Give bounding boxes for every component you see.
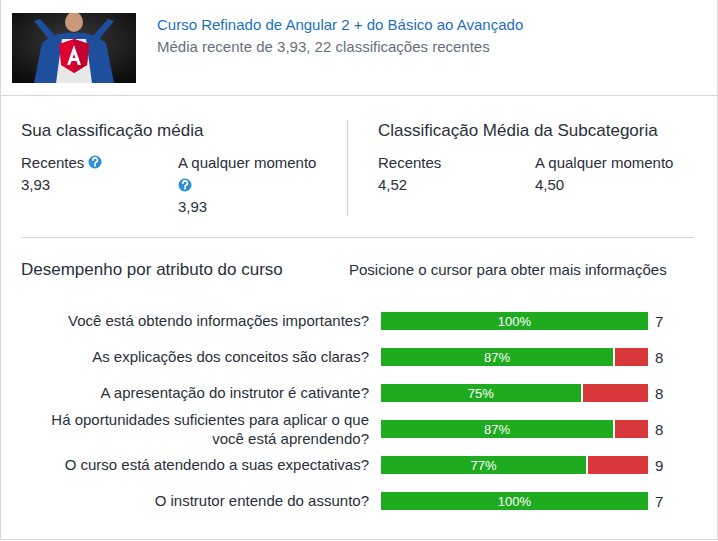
svg-text:87%: 87% bbox=[484, 350, 510, 365]
svg-text:77%: 77% bbox=[471, 458, 497, 473]
html-text:A qualquer momento: A qualquer momento bbox=[535, 154, 674, 171]
svg-text:As explicações dos conceitos s: As explicações dos conceitos são claras? bbox=[92, 348, 369, 365]
svg-text:Há oportunidades suficientes p: Há oportunidades suficientes para aplica… bbox=[51, 411, 369, 448]
html-text:Recentes: Recentes bbox=[378, 154, 442, 171]
svg-text:O curso está atendendo a suas: O curso está atendendo a suas expectativ… bbox=[65, 456, 369, 473]
svg-text:100%: 100% bbox=[498, 314, 532, 329]
html-text:Curso Refinado de Angular 2 +: Curso Refinado de Angular 2 + do Básico … bbox=[157, 16, 524, 33]
html-text:Desempenho por atributo do cur: Desempenho por atributo do curso bbox=[21, 260, 283, 279]
html-text:3,93: 3,93 bbox=[21, 176, 51, 193]
html-text:Posicione o cursor para obter: Posicione o cursor para obter mais infor… bbox=[349, 261, 667, 278]
html-text:3,93: 3,93 bbox=[178, 198, 208, 215]
svg-text:7: 7 bbox=[655, 493, 663, 510]
svg-text:87%: 87% bbox=[484, 422, 510, 437]
svg-text:8: 8 bbox=[655, 349, 663, 366]
svg-text:7: 7 bbox=[655, 313, 663, 330]
svg-text:O instrutor entende do assunto: O instrutor entende do assunto? bbox=[155, 492, 369, 509]
svg-text:100%: 100% bbox=[498, 494, 532, 509]
html-text:Classificação Média da Subcate: Classificação Média da Subcategoria bbox=[378, 121, 658, 140]
svg-text:9: 9 bbox=[655, 457, 663, 474]
html-text:Sua classificação média: Sua classificação média bbox=[21, 121, 204, 140]
svg-text:A apresentação do instrutor é: A apresentação do instrutor é cativante? bbox=[100, 384, 369, 401]
svg-text:8: 8 bbox=[655, 421, 663, 438]
html-text:4,50: 4,50 bbox=[535, 176, 565, 193]
html-text:A qualquer momento: A qualquer momento bbox=[178, 154, 317, 171]
svg-text:Você está obtendo informações: Você está obtendo informações importante… bbox=[68, 312, 369, 329]
html-text:Média recente de 3,93, 22 clas: Média recente de 3,93, 22 classificações… bbox=[157, 38, 490, 55]
html-text:4,52: 4,52 bbox=[378, 176, 408, 193]
svg-text:75%: 75% bbox=[468, 386, 494, 401]
html-text:Recentes: Recentes bbox=[21, 154, 85, 171]
svg-text:8: 8 bbox=[655, 385, 663, 402]
